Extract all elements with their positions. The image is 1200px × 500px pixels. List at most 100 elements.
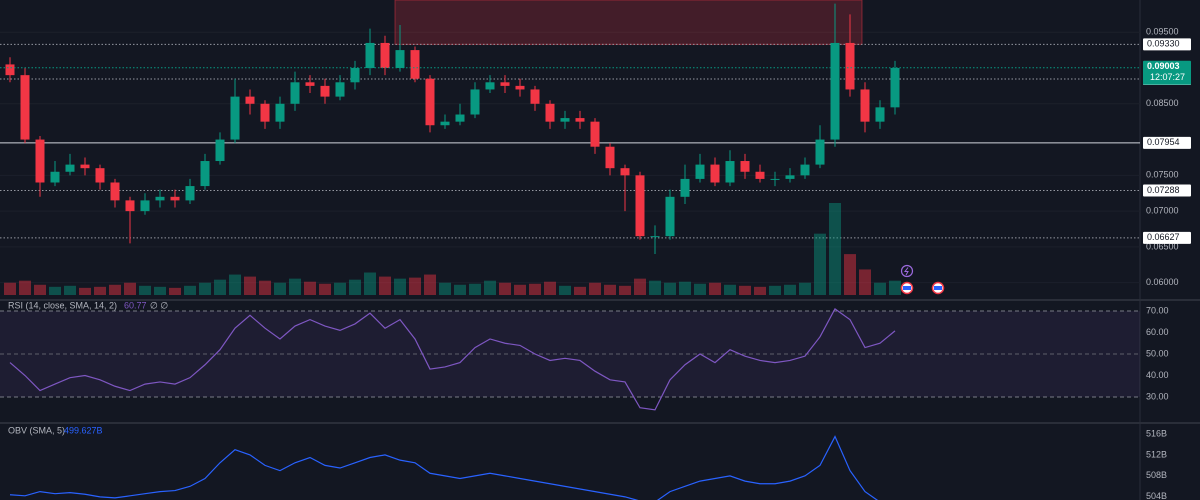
- volume-bar: [304, 281, 316, 295]
- level-label: 0.09330: [1147, 39, 1180, 49]
- obv-pane: [9, 435, 879, 500]
- y-tick-label: 516B: [1146, 428, 1167, 438]
- volume-bar: [844, 254, 856, 295]
- level-label-bg: [1143, 136, 1191, 149]
- main-pane: [0, 0, 1140, 295]
- volume-bar: [169, 287, 181, 295]
- level-label: 0.06627: [1147, 232, 1180, 242]
- volume-bar: [469, 283, 481, 295]
- rsi-title: RSI (14, close, SMA, 14, 2): [8, 300, 117, 310]
- current-price-bg: [1143, 60, 1191, 85]
- candle-body: [80, 164, 90, 169]
- volume-bar: [244, 276, 256, 295]
- volume-bar: [334, 282, 346, 295]
- volume-bar: [679, 281, 691, 295]
- volume-bar: [214, 279, 226, 295]
- flag-icon: [934, 286, 942, 290]
- candle-body: [380, 42, 390, 68]
- candle-body: [110, 182, 120, 201]
- level-label: 0.07954: [1147, 137, 1180, 147]
- rsi-pane: [0, 307, 1140, 411]
- volume-bar: [394, 278, 406, 295]
- indicator-line: [9, 435, 879, 500]
- candle-body: [785, 175, 795, 179]
- candle-body: [800, 164, 810, 176]
- volume-bar: [439, 282, 451, 295]
- candle-body: [425, 78, 435, 126]
- flag-icon: [903, 286, 911, 290]
- volume-bar: [289, 278, 301, 295]
- candle-body: [635, 175, 645, 237]
- axes: 0.06000 0.06500 0.07000 0.07500 0.08500 0.095…: [1143, 27, 1191, 500]
- volume-bar: [814, 233, 826, 295]
- level-label-bg: [1143, 184, 1191, 197]
- event-icon-bolt: [904, 267, 909, 276]
- volume-bar: [739, 285, 751, 295]
- volume-bar: [4, 282, 16, 295]
- candle-body: [815, 139, 825, 165]
- candle-body: [35, 139, 45, 183]
- level-label: 0.07288: [1147, 185, 1180, 195]
- candle-body: [515, 85, 525, 90]
- volume-bar: [664, 282, 676, 295]
- candle-body: [620, 168, 630, 176]
- volume-bar: [184, 285, 196, 295]
- candle-body: [50, 171, 60, 183]
- candle-body: [830, 42, 840, 140]
- volume-bar: [199, 282, 211, 295]
- candle-body: [695, 164, 705, 179]
- candle-body: [770, 178, 780, 180]
- candle-body: [290, 82, 300, 104]
- volume-bar: [619, 285, 631, 295]
- volume-bar: [124, 282, 136, 295]
- current-price-label: 0.09003: [1147, 61, 1180, 71]
- candle-body: [395, 50, 405, 68]
- candle-body: [890, 67, 900, 108]
- candle-body: [365, 42, 375, 68]
- candle-body: [605, 146, 615, 169]
- candle-body: [860, 89, 870, 122]
- volume-bar: [94, 286, 106, 295]
- volume-bar: [874, 282, 886, 295]
- level-label-bg: [1143, 38, 1191, 51]
- volume-bar: [424, 274, 436, 295]
- candle-body: [410, 50, 420, 79]
- volume-bar: [859, 269, 871, 295]
- y-tick-label: 70.00: [1146, 305, 1169, 315]
- candle-body: [125, 200, 135, 212]
- y-tick-label: 512B: [1146, 449, 1167, 459]
- countdown-label: 12:07:27: [1150, 72, 1185, 82]
- volume-bar: [649, 280, 661, 295]
- candle-body: [530, 89, 540, 104]
- volume-bar: [529, 283, 541, 295]
- candle-body: [65, 164, 75, 172]
- obv-value: 499.627B: [64, 425, 103, 435]
- candle-body: [245, 96, 255, 104]
- volume-bar: [19, 280, 31, 295]
- candle-body: [680, 178, 690, 197]
- y-tick-label: 50.00: [1146, 348, 1169, 358]
- candle-body: [725, 161, 735, 183]
- candle-body: [200, 161, 210, 187]
- candle-body: [215, 139, 225, 162]
- candle-body: [755, 171, 765, 179]
- volume-bar: [64, 285, 76, 295]
- candle-body: [95, 168, 105, 183]
- supply-zone: [394, 0, 863, 45]
- candle-body: [155, 196, 165, 201]
- y-tick-label: 40.00: [1146, 370, 1169, 380]
- rsi-value: 60.77: [124, 300, 147, 310]
- event-icon[interactable]: [900, 264, 914, 278]
- candle-body: [5, 64, 15, 76]
- y-tick-label: 0.08500: [1146, 98, 1179, 108]
- candle-body: [740, 161, 750, 172]
- candle-body: [470, 89, 480, 115]
- y-tick-label: 0.06000: [1146, 277, 1179, 287]
- y-tick-label: 0.07000: [1146, 205, 1179, 215]
- volume-bar: [139, 285, 151, 295]
- y-tick-label: 30.00: [1146, 391, 1169, 401]
- candle-body: [335, 82, 345, 97]
